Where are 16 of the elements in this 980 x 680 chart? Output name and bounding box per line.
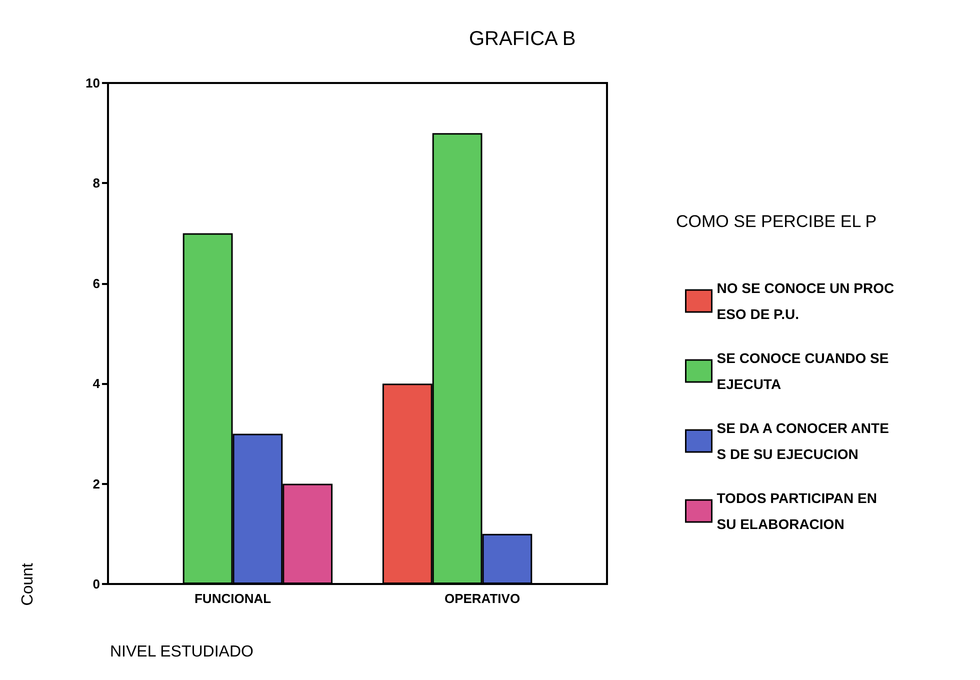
y-tick-label: 4 [92, 376, 101, 392]
x-tick-label: OPERATIVO [444, 591, 520, 606]
y-tick-label: 6 [92, 276, 100, 291]
legend-label: TODOS PARTICIPAN EN SU ELABORACION [716, 490, 877, 532]
legend-title: COMO SE PERCIBE EL P [676, 212, 877, 231]
y-axis-title: Count [20, 562, 36, 606]
chart-title: GRAFICA B [469, 28, 576, 50]
legend-label: SE DA A CONOCER ANTE S DE SU EJECUCION [716, 420, 889, 462]
y-tick-label: 0 [92, 576, 100, 592]
y-tick-label: 8 [92, 176, 100, 191]
x-axis-title: NIVEL ESTUDIADO [110, 644, 254, 660]
legend-label: NO SE CONOCE UN PROC ESO DE P.U. [716, 280, 894, 322]
y-tick-label: 10 [86, 76, 100, 90]
legend-label: SE CONOCE CUANDO SE EJECUTA [716, 350, 889, 392]
x-tick-label: FUNCIONAL [194, 591, 272, 606]
y-tick-label: 2 [92, 476, 100, 492]
